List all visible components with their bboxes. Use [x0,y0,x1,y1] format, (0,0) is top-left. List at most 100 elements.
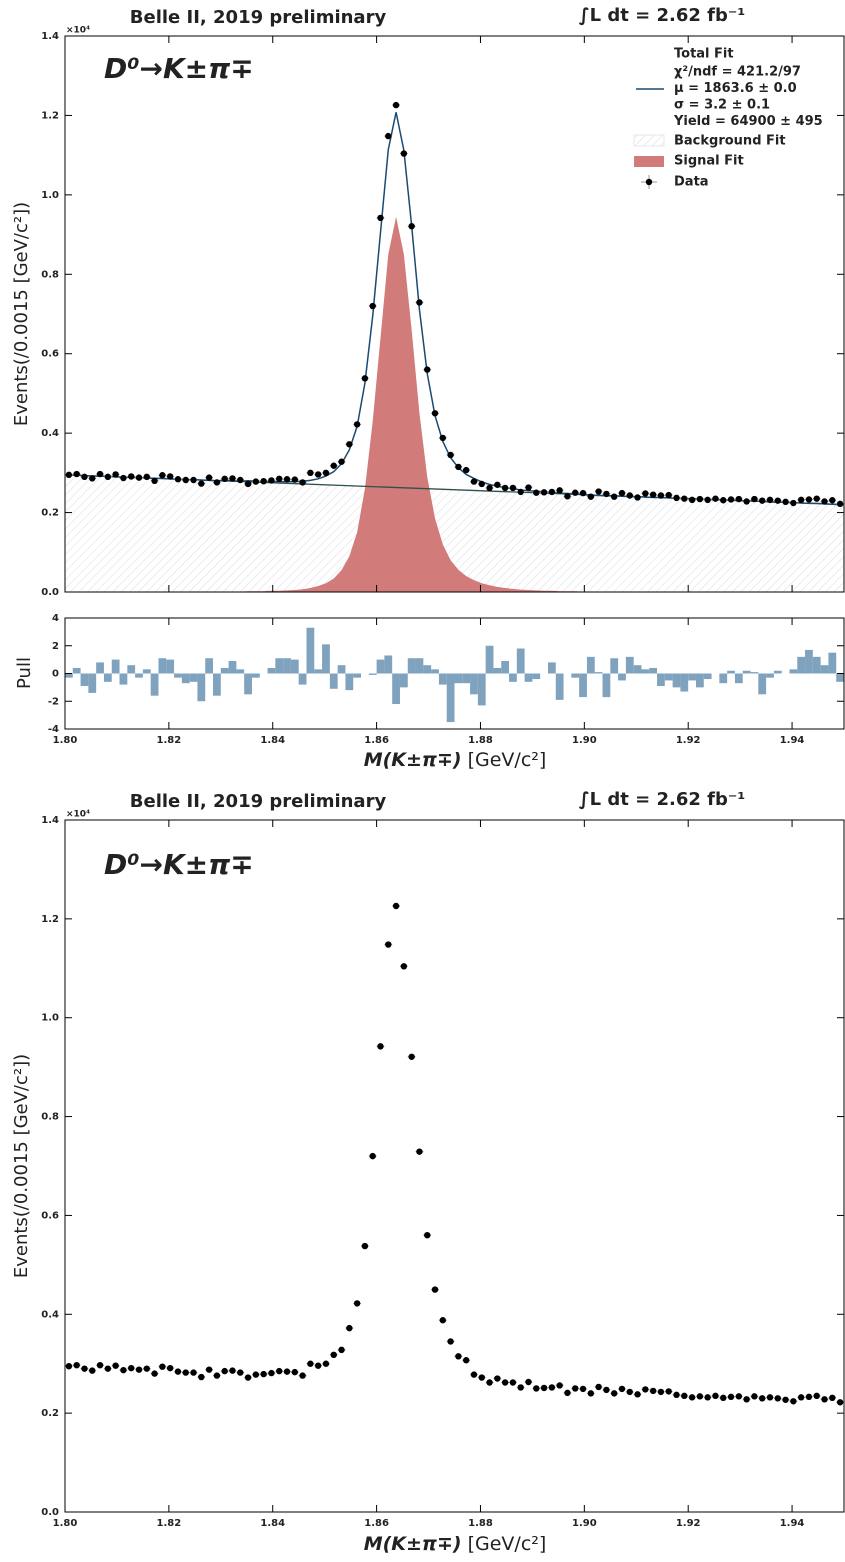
data-point [494,1375,501,1382]
pull-bar [836,673,844,682]
pull-bar [641,669,650,674]
pull-bar [306,627,315,674]
data-point [727,1393,735,1401]
plot-frame [64,35,845,593]
data-point [743,1396,750,1403]
data-point [143,1365,150,1372]
pull-bar [376,659,385,674]
data-point [595,488,602,495]
data-point [618,1385,626,1393]
x-tick-label: 1.92 [676,735,701,746]
data-point [821,1396,828,1403]
pull-bar [758,673,767,695]
pull-bar [618,673,626,681]
data-point [237,476,244,484]
data-point [657,1388,665,1396]
data-point [174,476,182,483]
data-point [688,1394,696,1401]
data-point [727,496,735,503]
y-tick-label: 0.8 [41,269,59,280]
y-axis-label: Events(/0.0015 [GeV/c²]) [11,202,32,426]
data-point [182,1369,189,1376]
data-point [665,491,672,499]
data-point [759,497,766,504]
data-point [400,150,408,157]
data-point [431,1286,439,1293]
pull-bar [703,673,712,680]
data-point [517,488,524,496]
data-point [829,1394,836,1402]
data-point [73,470,80,478]
data-point [797,1394,805,1401]
x-axis-label: M(K±π∓) [GeV/c²] [364,1533,547,1555]
data-point [307,469,314,477]
data-point [681,1392,688,1400]
pull-bar [368,673,377,675]
data-point [774,497,781,504]
pull-bar [766,673,774,678]
data-point [330,462,337,469]
legend-label: Signal Fit [674,154,744,169]
data-point [486,1379,493,1386]
pull-bar [789,669,798,674]
pull-bar [189,673,198,682]
x-tick-label: 1.88 [468,735,493,746]
legend-swatch-data [645,178,653,186]
data-point [392,101,400,109]
pull-bar [773,670,782,674]
pull-bar [423,665,432,674]
data-point [525,484,532,491]
data-point [377,214,384,222]
pull-bar [96,662,104,674]
data-point [252,478,260,485]
data-point [501,484,509,492]
data-point [579,489,587,497]
data-point [548,488,556,496]
plot-frame [64,819,845,1513]
data-point [751,1393,758,1400]
data-point [89,1367,96,1374]
data-point [439,1317,447,1324]
data-point [299,479,306,486]
pull-bar [688,673,696,681]
data-point [743,498,750,505]
y-tick-label: 1.2 [41,914,59,925]
data-point [291,476,299,483]
data-point [151,1370,158,1377]
legend-stat: χ²/ndf = 421.2/97 [674,65,801,80]
pull-bar [244,673,252,695]
pull-bar [80,673,89,686]
data-point [533,1385,540,1392]
data-point [73,1361,80,1369]
data-point [260,1370,267,1378]
x-label-symbol: M(K±π∓) [364,1533,462,1555]
pull-bar [446,673,455,723]
pull-bar [493,667,502,674]
scale-label: ×10⁴ [66,810,90,820]
pull-bar [532,673,541,680]
data-point [681,495,688,502]
pull-bar [742,670,751,674]
data-point [198,1373,205,1381]
data-point [836,500,844,508]
pull-bar [65,673,73,678]
data-point [190,476,197,484]
data-point [688,496,696,504]
data-point [805,496,813,503]
data-point [166,473,174,480]
pull-bar [72,667,81,674]
data-point [361,375,369,382]
x-label-unit: [GeV/c²] [468,749,547,771]
data-point [813,1392,820,1400]
data-point [735,1393,743,1400]
data-point [595,1383,602,1391]
data-point [564,493,571,500]
legend-label: Total Fit [674,47,734,62]
y-tick-label: 0.8 [41,1112,59,1123]
y-tick-label: 0.6 [41,1210,59,1221]
data-point [190,1369,197,1376]
data-point [790,1398,797,1405]
data-point [649,1387,657,1395]
data-point [369,1152,376,1160]
pull-bar [438,673,447,685]
